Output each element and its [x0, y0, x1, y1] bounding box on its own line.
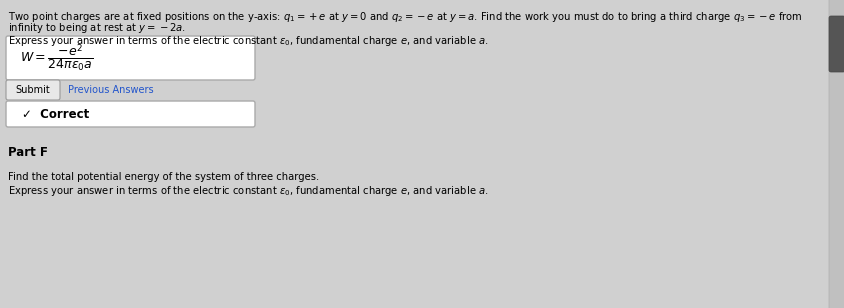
Text: $W = \dfrac{-e^2}{24\pi\epsilon_0 a}$: $W = \dfrac{-e^2}{24\pi\epsilon_0 a}$: [20, 42, 94, 74]
FancyBboxPatch shape: [6, 36, 255, 80]
FancyBboxPatch shape: [828, 0, 844, 308]
FancyBboxPatch shape: [828, 16, 844, 72]
FancyBboxPatch shape: [6, 101, 255, 127]
Text: Express your answer in terms of the electric constant $\epsilon_0$, fundamental : Express your answer in terms of the elec…: [8, 184, 488, 198]
Text: Part F: Part F: [8, 146, 48, 159]
Text: ✓  Correct: ✓ Correct: [22, 107, 89, 120]
Text: Previous Answers: Previous Answers: [68, 85, 154, 95]
Text: Two point charges are at fixed positions on the y-axis: $q_1 = +e$ at $y = 0$ an: Two point charges are at fixed positions…: [8, 10, 802, 24]
Text: Find the total potential energy of the system of three charges.: Find the total potential energy of the s…: [8, 172, 319, 182]
FancyBboxPatch shape: [6, 80, 60, 100]
Text: infinity to being at rest at $y = -2a$.: infinity to being at rest at $y = -2a$.: [8, 21, 186, 35]
Text: Express your answer in terms of the electric constant $\epsilon_0$, fundamental : Express your answer in terms of the elec…: [8, 34, 488, 48]
Text: Submit: Submit: [15, 85, 51, 95]
